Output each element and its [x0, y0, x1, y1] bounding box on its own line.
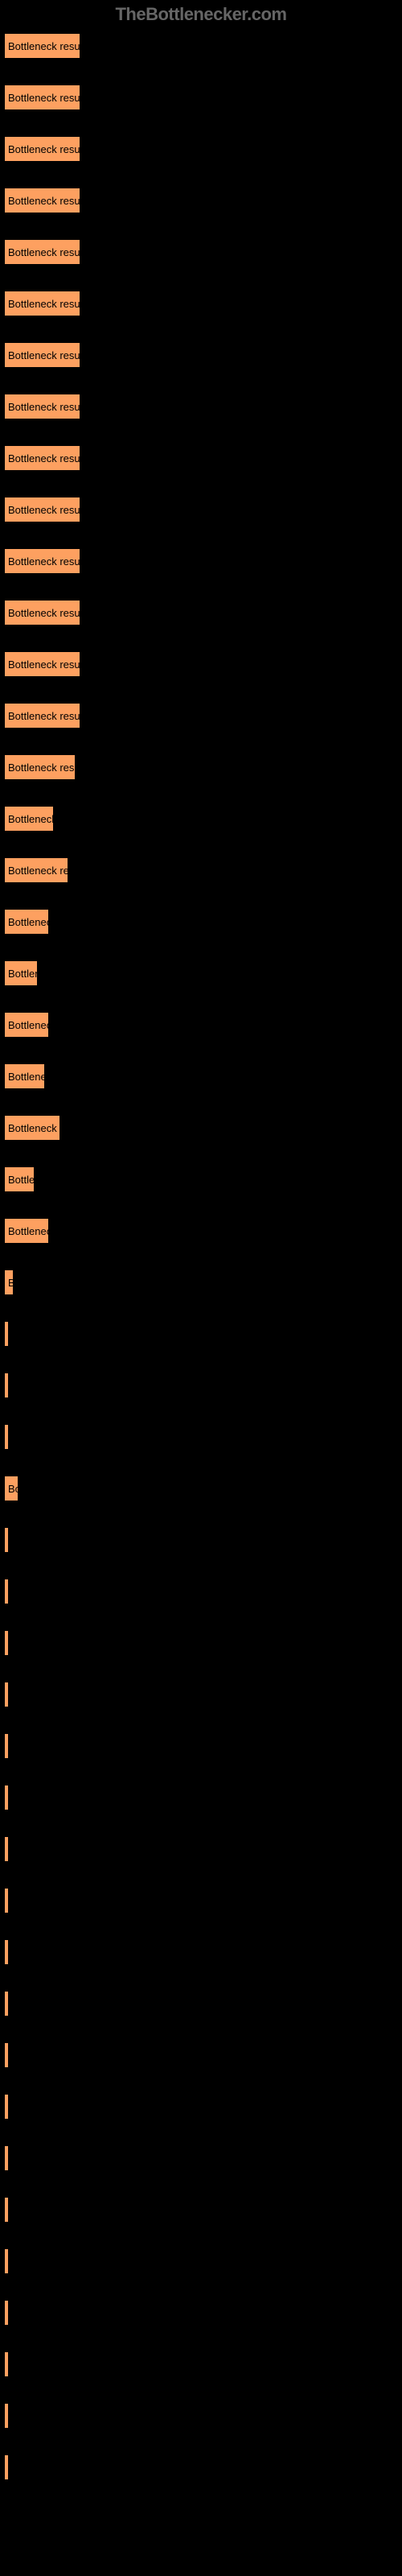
bar	[4, 2042, 9, 2068]
bar: Bo	[4, 1476, 18, 1501]
bar-row	[4, 2145, 398, 2171]
bar: Bottleneck result	[4, 136, 80, 162]
bar: Bottleneck r	[4, 1115, 60, 1141]
bar-row: Bottleneck result	[4, 548, 398, 574]
bar-row: Bottleneck result	[4, 342, 398, 368]
bar: Bottlenec	[4, 1218, 49, 1244]
bar-row: Bottleneck result	[4, 291, 398, 316]
bar: Bottleneck result	[4, 394, 80, 419]
bar: Bottleneck result	[4, 85, 80, 110]
bar-row: Bottleneck resul	[4, 754, 398, 780]
bar-row: Bottlenec	[4, 909, 398, 935]
bar: Bottleneck res	[4, 857, 68, 883]
bar-row	[4, 1527, 398, 1553]
bar: Bottle	[4, 1166, 35, 1192]
bar-row	[4, 2351, 398, 2377]
bar: Bottleneck result	[4, 239, 80, 265]
bar	[4, 2094, 9, 2120]
site-logo: TheBottlenecker.com	[0, 0, 402, 29]
bar-row	[4, 1733, 398, 1759]
bar-row	[4, 2197, 398, 2223]
bar: Bottleneck result	[4, 342, 80, 368]
bar-row: Bottleneck res	[4, 857, 398, 883]
bar: B	[4, 1269, 14, 1295]
bar-row	[4, 2454, 398, 2480]
bar: Bottleneck resul	[4, 754, 76, 780]
bar-row: Bottleneck result	[4, 394, 398, 419]
bar-chart: Bottleneck result Bottleneck result Bottle…	[0, 29, 402, 2510]
bar-row: Bottleneck result	[4, 703, 398, 729]
bar	[4, 1836, 9, 1862]
bar	[4, 1991, 9, 2017]
bar-row	[4, 1888, 398, 1913]
bar-row	[4, 2042, 398, 2068]
bar	[4, 2300, 9, 2326]
bar-row: Bottleneck result	[4, 188, 398, 213]
bar	[4, 1527, 9, 1553]
bar-row: Bottlene	[4, 1063, 398, 1089]
bar	[4, 1939, 9, 1965]
bar	[4, 2351, 9, 2377]
bar-row	[4, 2300, 398, 2326]
bar-row: Bottleneck r	[4, 1115, 398, 1141]
bar: Bottleneck	[4, 806, 54, 832]
bar	[4, 2248, 9, 2274]
bar: Bottleneck result	[4, 600, 80, 625]
bar	[4, 1424, 9, 1450]
bar-row	[4, 1682, 398, 1707]
bar: Bottleneck result	[4, 445, 80, 471]
bar	[4, 1630, 9, 1656]
bar-row	[4, 1630, 398, 1656]
bar: Bottleneck result	[4, 33, 80, 59]
bar-row	[4, 2094, 398, 2120]
bar-row: Bottler	[4, 960, 398, 986]
bar-row: Bottleneck result	[4, 136, 398, 162]
bar-row: Bottleneck result	[4, 85, 398, 110]
bar: Bottleneck result	[4, 291, 80, 316]
bar	[4, 2145, 9, 2171]
bar-row	[4, 1579, 398, 1604]
bar-row	[4, 1991, 398, 2017]
bar-row: B	[4, 1269, 398, 1295]
bar: Bottlenec	[4, 1012, 49, 1038]
bar-row: Bottlenec	[4, 1012, 398, 1038]
bar-row	[4, 1939, 398, 1965]
bar: Bottleneck result	[4, 651, 80, 677]
bar-row	[4, 1373, 398, 1398]
bar	[4, 2403, 9, 2429]
bar-row	[4, 1785, 398, 1810]
bar	[4, 1888, 9, 1913]
bar	[4, 1373, 9, 1398]
bar	[4, 1321, 9, 1347]
bar: Bottler	[4, 960, 38, 986]
bar	[4, 1682, 9, 1707]
bar: Bottleneck result	[4, 497, 80, 522]
bar-row	[4, 1836, 398, 1862]
bar-row: Bottleneck	[4, 806, 398, 832]
bar-row: Bottleneck result	[4, 33, 398, 59]
bar: Bottleneck result	[4, 548, 80, 574]
bar-row: Bottleneck result	[4, 445, 398, 471]
bar-row	[4, 1424, 398, 1450]
bar-row	[4, 2248, 398, 2274]
bar-row: Bottleneck result	[4, 651, 398, 677]
bar-row: Bottleneck result	[4, 497, 398, 522]
bar	[4, 2197, 9, 2223]
bar-row: Bo	[4, 1476, 398, 1501]
bar: Bottlenec	[4, 909, 49, 935]
bar: Bottleneck result	[4, 703, 80, 729]
bar-row: Bottlenec	[4, 1218, 398, 1244]
bar: Bottlene	[4, 1063, 45, 1089]
bar-row	[4, 2403, 398, 2429]
bar	[4, 1785, 9, 1810]
bar	[4, 2454, 9, 2480]
bar: Bottleneck result	[4, 188, 80, 213]
bar	[4, 1579, 9, 1604]
bar-row: Bottleneck result	[4, 600, 398, 625]
bar	[4, 1733, 9, 1759]
bar-row: Bottle	[4, 1166, 398, 1192]
bar-row	[4, 1321, 398, 1347]
bar-row: Bottleneck result	[4, 239, 398, 265]
